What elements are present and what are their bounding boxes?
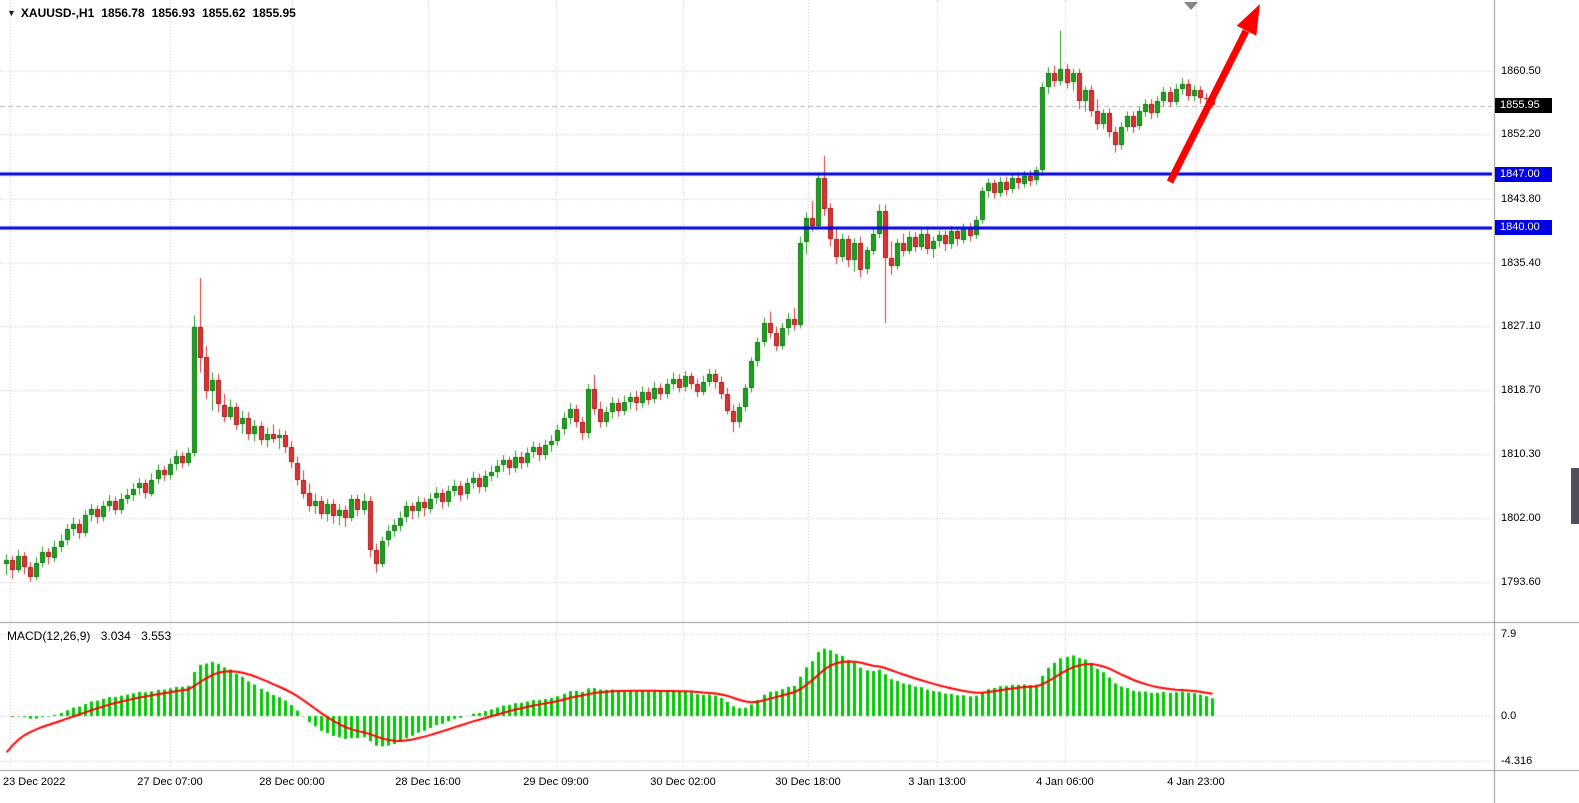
price-axis-label: 1852.20 bbox=[1501, 128, 1541, 141]
price-axis-label: 1793.60 bbox=[1501, 575, 1541, 588]
ohlc-low: 1855.62 bbox=[202, 6, 246, 20]
time-axis-label: 23 Dec 2022 bbox=[3, 776, 66, 788]
symbol-timeframe-label: XAUUSD-,H1 bbox=[20, 6, 95, 20]
level-badge-1847: 1847.00 bbox=[1495, 166, 1552, 182]
time-axis-label: 30 Dec 18:00 bbox=[775, 776, 841, 788]
macd-main-value: 3.034 bbox=[100, 629, 131, 643]
price-axis-label: 1810.30 bbox=[1501, 448, 1541, 461]
time-axis-label: 3 Jan 13:00 bbox=[908, 776, 966, 788]
price-axis-label: 1802.00 bbox=[1501, 511, 1541, 524]
time-axis-label: 28 Dec 00:00 bbox=[259, 776, 325, 788]
price-axis-label: 1835.40 bbox=[1501, 256, 1541, 269]
current-price-badge: 1855.95 bbox=[1495, 98, 1552, 114]
macd-indicator-label: MACD(12,26,9) 3.034 3.553 bbox=[7, 629, 171, 643]
collapse-arrow-icon[interactable]: ▼ bbox=[7, 8, 16, 18]
time-axis-label: 30 Dec 02:00 bbox=[650, 776, 716, 788]
time-axis-label: 28 Dec 16:00 bbox=[395, 776, 461, 788]
time-axis-label: 29 Dec 09:00 bbox=[523, 776, 589, 788]
macd-signal-value: 3.553 bbox=[141, 629, 172, 643]
ohlc-open: 1856.78 bbox=[101, 6, 145, 20]
macd-axis-label: -4.316 bbox=[1501, 754, 1533, 767]
time-axis-label: 4 Jan 23:00 bbox=[1167, 776, 1225, 788]
trend-arrow[interactable] bbox=[1130, 0, 1280, 200]
chart-shift-marker-icon[interactable] bbox=[1184, 2, 1198, 10]
price-axis-label: 1818.70 bbox=[1501, 384, 1541, 397]
price-axis-label: 1860.50 bbox=[1501, 65, 1541, 77]
macd-axis-label: 0.0 bbox=[1501, 710, 1517, 722]
macd-axis-label: 7.9 bbox=[1501, 627, 1517, 640]
ohlc-close: 1855.95 bbox=[252, 6, 296, 20]
ohlc-high: 1856.93 bbox=[151, 6, 196, 20]
level-badge-1840: 1840.00 bbox=[1495, 220, 1552, 236]
chart-title: ▼ XAUUSD-,H1 1856.78 1856.93 1855.62 185… bbox=[7, 6, 296, 20]
time-axis-label: 4 Jan 06:00 bbox=[1036, 776, 1094, 788]
vertical-scrollbar-thumb[interactable] bbox=[1571, 468, 1579, 524]
price-axis-label: 1843.80 bbox=[1501, 192, 1541, 205]
price-axis-label: 1827.10 bbox=[1501, 320, 1541, 333]
time-axis-label: 27 Dec 07:00 bbox=[137, 776, 203, 788]
macd-name: MACD(12,26,9) bbox=[7, 629, 91, 643]
